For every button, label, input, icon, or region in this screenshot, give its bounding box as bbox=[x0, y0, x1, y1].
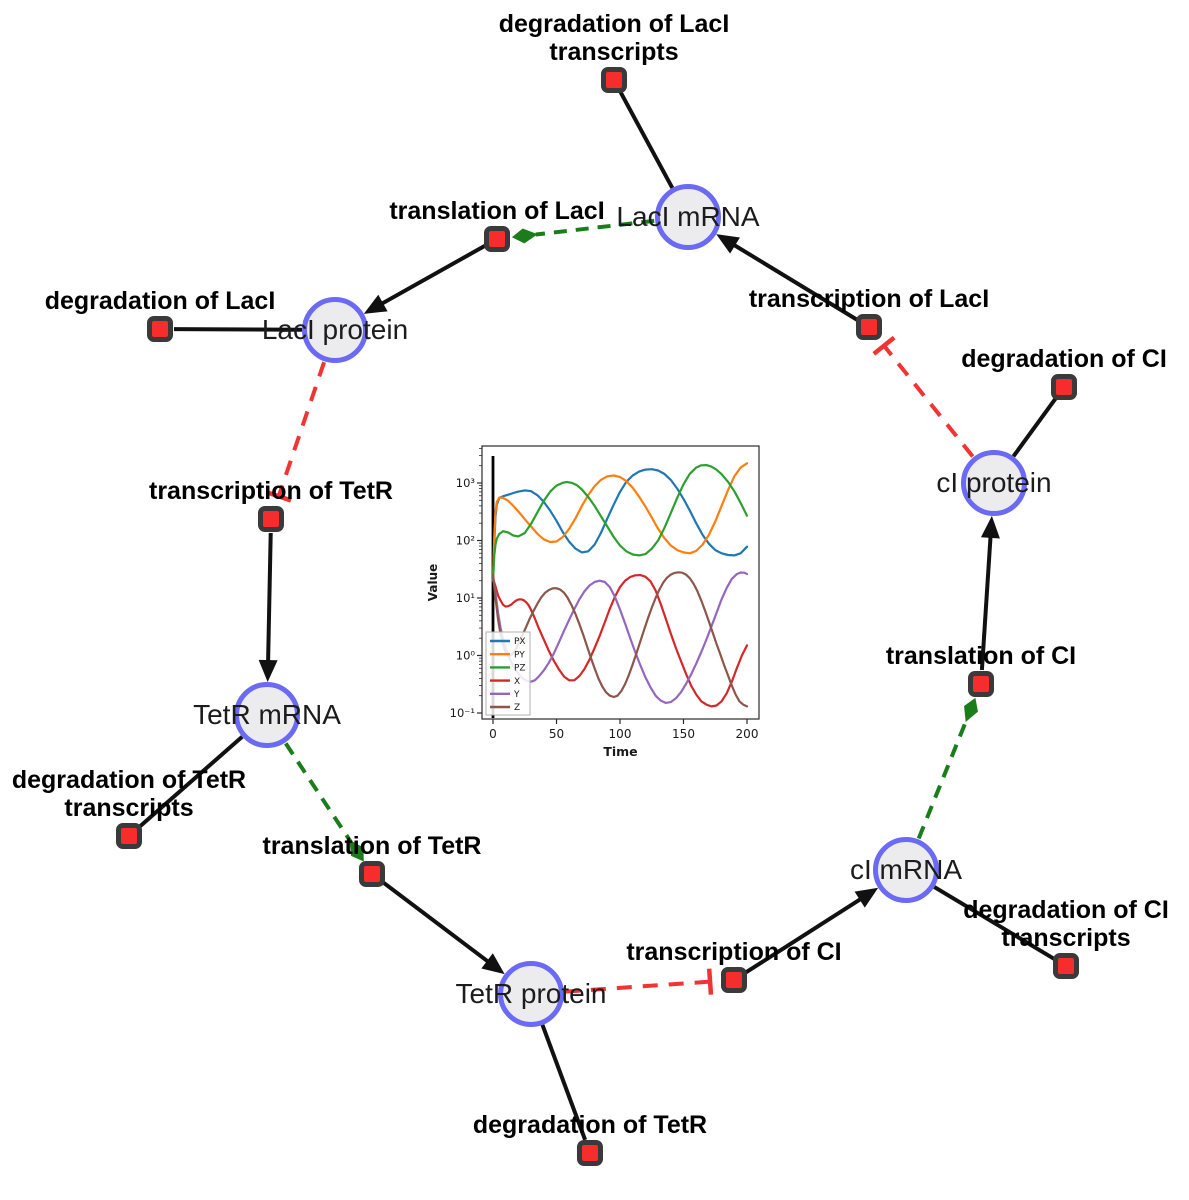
reaction-label-deg-tetr: degradation of TetR bbox=[472, 1111, 708, 1139]
reaction-label-transcription-tetr: transcription of TetR bbox=[149, 477, 393, 505]
edge-translation-laci-to-laci-protein bbox=[379, 244, 486, 307]
edge-deg-ci-transcripts-to-ci-mrna bbox=[933, 885, 1056, 961]
edge-deg-ci-to-ci-protein bbox=[1011, 397, 1058, 458]
reaction-label-deg-ci-transcripts: degradation of CI transcripts bbox=[963, 896, 1169, 952]
reaction-label-deg-ci: degradation of CI bbox=[961, 345, 1167, 373]
reaction-label-transcription-ci: transcription of CI bbox=[626, 938, 842, 966]
reaction-node-transcription-tetr bbox=[258, 506, 284, 532]
species-node-ci-mrna bbox=[873, 837, 939, 903]
reaction-node-translation-tetr bbox=[359, 861, 385, 887]
x-tick-label: 100 bbox=[609, 727, 632, 741]
reaction-node-deg-tetr-transcripts bbox=[116, 823, 142, 849]
y-tick-label: 10¹ bbox=[456, 591, 475, 605]
series-line-X bbox=[491, 574, 749, 708]
edge-translation-ci-to-ci-protein-arrowhead bbox=[980, 515, 1000, 539]
species-node-laci-mrna bbox=[655, 184, 721, 250]
reaction-label-deg-laci: degradation of LacI bbox=[44, 287, 276, 315]
x-tick-label: 0 bbox=[489, 727, 497, 741]
legend-box bbox=[485, 631, 531, 716]
edge-deg-tetr-to-tetr-protein bbox=[540, 1024, 588, 1141]
series-line-PZ bbox=[491, 463, 749, 582]
inset-timeseries-chart: 10⁻¹ 10⁰ 10¹ 10² 10³ 0 50 100 150 200 Time Value PX P… bbox=[426, 445, 760, 759]
edge-translation-tetr-to-tetr-protein-arrowhead bbox=[481, 953, 505, 975]
edge-tetr-mrna-to-translation-tetr bbox=[284, 742, 353, 843]
x-tick-label: 50 bbox=[549, 727, 564, 741]
legend-label-Z: Z bbox=[514, 703, 520, 713]
legend-label-PY: PY bbox=[514, 650, 525, 660]
reaction-label-transcription-laci: transcription of LacI bbox=[748, 285, 990, 313]
edge-deg-laci-transcripts-to-laci-mrna bbox=[618, 91, 675, 189]
x-axis-title: Time bbox=[603, 744, 637, 759]
reaction-node-deg-laci bbox=[147, 316, 173, 342]
species-node-laci-protein bbox=[302, 297, 368, 363]
x-tick-label: 200 bbox=[736, 727, 759, 741]
edge-translation-tetr-to-tetr-protein bbox=[381, 880, 491, 965]
edge-transcription-ci-to-ci-mrna-arrowhead bbox=[854, 887, 879, 908]
edge-ci-protein-to-transcription-laci bbox=[883, 346, 975, 458]
y-tick-label: 10⁻¹ bbox=[450, 706, 475, 720]
edge-translation-laci-to-laci-protein-arrowhead bbox=[363, 294, 388, 314]
legend-label-Y: Y bbox=[513, 690, 520, 700]
species-label-laci-protein: LacI protein bbox=[261, 314, 409, 345]
reaction-node-deg-ci bbox=[1051, 374, 1077, 400]
reaction-label-translation-tetr: translation of TetR bbox=[262, 832, 482, 860]
edge-tetr-mrna-to-translation-tetr-arrowhead bbox=[349, 839, 364, 862]
x-tick-label: 150 bbox=[672, 727, 695, 741]
edge-transcription-tetr-to-tetr-mrna-arrowhead bbox=[258, 659, 278, 683]
reaction-label-deg-tetr-transcripts: degradation of TetR transcripts bbox=[11, 766, 247, 822]
reaction-node-deg-laci-transcripts bbox=[601, 67, 627, 93]
species-label-ci-mrna: cI mRNA bbox=[850, 854, 962, 885]
reaction-label-deg-laci-transcripts: degradation of LacI transcripts bbox=[498, 10, 730, 66]
edge-laci-protein-to-transcription-tetr bbox=[277, 361, 326, 496]
reaction-node-deg-tetr bbox=[577, 1140, 603, 1166]
edge-ci-protein-to-transcription-laci-inhibition-bar bbox=[872, 335, 896, 356]
edge-transcription-laci-to-laci-mrna-arrowhead bbox=[716, 234, 740, 254]
legend-label-X: X bbox=[514, 677, 520, 687]
edge-transcription-ci-to-ci-mrna bbox=[744, 896, 864, 975]
edge-laci-protein-to-transcription-tetr-inhibition-bar bbox=[265, 489, 292, 503]
edge-laci-mrna-to-translation-laci bbox=[535, 218, 655, 237]
species-label-ci-protein: cI protein bbox=[936, 467, 1052, 498]
reaction-node-translation-ci bbox=[968, 671, 994, 697]
species-node-tetr-mrna bbox=[234, 682, 300, 748]
edge-laci-mrna-to-translation-laci-arrowhead bbox=[511, 228, 538, 244]
species-label-tetr-mrna: TetR mRNA bbox=[193, 699, 341, 730]
species-node-tetr-protein bbox=[498, 961, 564, 1027]
y-tick-label: 10⁰ bbox=[456, 649, 476, 663]
species-label-laci-mrna: LacI mRNA bbox=[616, 201, 760, 232]
reaction-node-translation-laci bbox=[484, 226, 510, 252]
species-label-tetr-protein: TetR protein bbox=[455, 978, 607, 1009]
series-line-PX bbox=[491, 468, 749, 582]
legend-label-PX: PX bbox=[514, 637, 526, 647]
reaction-node-transcription-ci bbox=[721, 967, 747, 993]
edge-transcription-laci-to-laci-mrna bbox=[731, 242, 859, 322]
edge-ci-mrna-to-translation-ci-arrowhead bbox=[964, 697, 978, 723]
y-axis-title: Value bbox=[426, 564, 440, 602]
reaction-node-deg-ci-transcripts bbox=[1053, 953, 1079, 979]
legend-label-PZ: PZ bbox=[514, 664, 526, 674]
reaction-label-translation-laci: translation of LacI bbox=[389, 197, 605, 225]
series-line-PY bbox=[491, 462, 749, 582]
edge-deg-laci-to-laci-protein bbox=[173, 327, 303, 332]
edge-transcription-tetr-to-tetr-mrna bbox=[266, 532, 273, 664]
edge-ci-mrna-to-translation-ci bbox=[916, 719, 969, 840]
y-tick-label: 10² bbox=[456, 534, 475, 548]
edge-tetr-protein-to-transcription-ci-inhibition-bar bbox=[706, 968, 714, 995]
species-node-ci-protein bbox=[961, 450, 1027, 516]
edge-deg-tetr-transcripts-to-tetr-mrna bbox=[138, 735, 244, 829]
reaction-node-transcription-laci bbox=[856, 314, 882, 340]
edge-translation-ci-to-ci-protein bbox=[979, 534, 993, 671]
y-tick-label: 10³ bbox=[456, 476, 476, 490]
reaction-label-translation-ci: translation of CI bbox=[885, 642, 1077, 670]
series-line-Z bbox=[491, 571, 749, 708]
